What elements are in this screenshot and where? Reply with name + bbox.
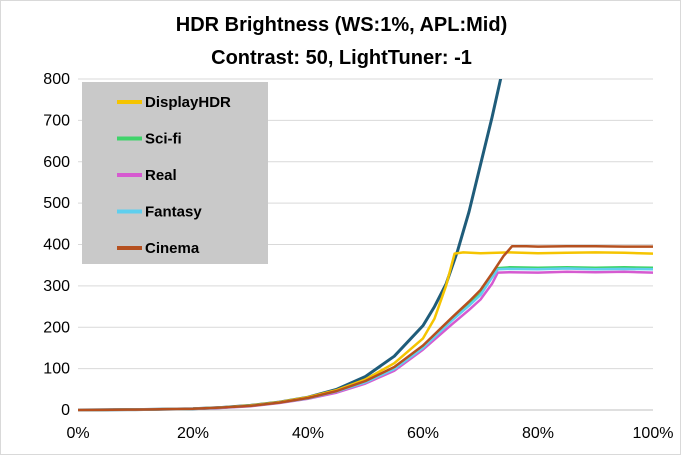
y-tick-label: 500 [43, 195, 70, 212]
x-tick-label: 100% [633, 425, 674, 442]
x-tick-label: 40% [292, 425, 324, 442]
y-tick-label: 600 [43, 154, 70, 171]
legend-label-sci-fi: Sci-fi [145, 131, 182, 148]
legend: DisplayHDR Sci-fi Real Fantasy Cinema [82, 82, 268, 264]
x-tick-label: 20% [177, 425, 209, 442]
series-line-fantasy [78, 267, 653, 412]
y-tick-label: 200 [43, 319, 70, 336]
series-line-sci-fi [78, 266, 653, 412]
x-tick-label: 80% [522, 425, 554, 442]
chart-title: HDR Brightness (WS:1%, APL:Mid) [176, 14, 507, 36]
y-tick-label: 800 [43, 71, 70, 88]
legend-label-displayhdr: DisplayHDR [145, 94, 231, 111]
x-tick-label: 0% [66, 425, 89, 442]
chart-subtitle: Contrast: 50, LightTuner: -1 [211, 47, 472, 69]
y-tick-label: 300 [43, 278, 70, 295]
legend-box [82, 82, 268, 264]
y-tick-label: 700 [43, 112, 70, 129]
y-tick-label: 0 [61, 402, 70, 419]
y-tick-label: 100 [43, 361, 70, 378]
y-tick-label: 400 [43, 237, 70, 254]
series-lines [78, 79, 653, 412]
legend-label-real: Real [145, 167, 177, 184]
series-line-real [78, 270, 653, 412]
series-line-displayhdr [78, 251, 653, 412]
legend-label-fantasy: Fantasy [145, 204, 202, 221]
x-tick-label: 60% [407, 425, 439, 442]
legend-label-cinema: Cinema [145, 240, 200, 257]
series-line-cinema [78, 244, 653, 412]
